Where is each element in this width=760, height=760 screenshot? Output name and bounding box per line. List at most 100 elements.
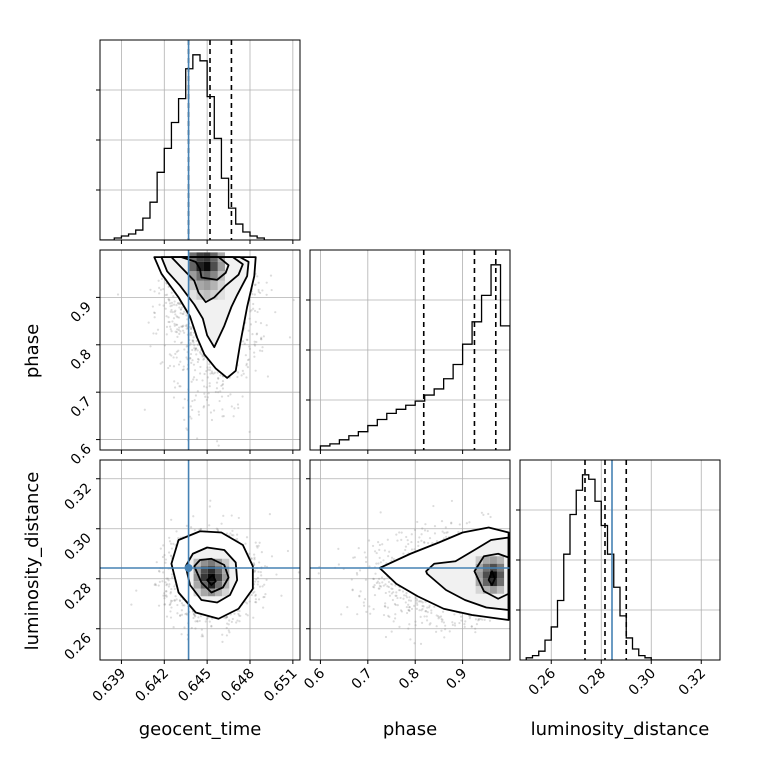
density-cell: [207, 558, 215, 567]
scatter-point: [468, 617, 471, 620]
scatter-point: [196, 343, 199, 347]
scatter-point: [404, 601, 407, 604]
scatter-point: [180, 613, 184, 616]
scatter-point: [253, 580, 257, 583]
scatter-point: [450, 522, 453, 525]
scatter-point: [390, 587, 393, 590]
scatter-point: [190, 361, 193, 364]
scatter-point: [180, 341, 184, 344]
scatter-point: [210, 371, 214, 375]
scatter-point: [236, 619, 239, 622]
scatter-point: [244, 354, 247, 357]
x-tick-label: 0.7: [349, 666, 376, 693]
scatter-point: [417, 600, 421, 603]
scatter-point: [359, 590, 362, 593]
scatter-point: [196, 390, 199, 393]
scatter-point: [419, 615, 422, 618]
scatter-point: [474, 627, 477, 630]
scatter-point: [254, 601, 258, 604]
scatter-point: [488, 619, 492, 622]
scatter-point: [179, 308, 182, 311]
scatter-point: [363, 597, 367, 601]
scatter-point: [208, 385, 211, 388]
scatter-point: [417, 544, 420, 547]
scatter-point: [201, 355, 204, 358]
scatter-point: [238, 614, 241, 617]
scatter-point: [257, 544, 260, 547]
scatter-point: [153, 316, 156, 319]
scatter-point: [378, 556, 381, 559]
x-tick-label: 0.645: [175, 666, 215, 706]
scatter-point: [253, 590, 256, 593]
scatter-point: [421, 601, 424, 604]
scatter-point: [477, 617, 480, 621]
density-cell: [193, 566, 201, 574]
scatter-point: [242, 340, 245, 343]
scatter-point: [179, 599, 182, 603]
contour-line: [487, 570, 496, 586]
scatter-point: [158, 570, 161, 573]
scatter-point: [224, 616, 227, 620]
scatter-point: [434, 630, 438, 633]
scatter-point: [257, 281, 260, 284]
scatter-point: [199, 615, 203, 618]
scatter-point: [190, 417, 193, 420]
density-cell: [210, 271, 218, 281]
scatter-point: [165, 293, 169, 296]
scatter-point: [390, 592, 393, 595]
scatter-point: [402, 597, 405, 600]
scatter-point: [205, 386, 208, 389]
scatter-point: [237, 612, 240, 616]
scatter-point: [407, 542, 410, 546]
density-cell: [215, 581, 223, 589]
scatter-point: [169, 591, 172, 594]
joint-phase-vs-luminosity-distance: 0.6 0.7 0.8 0.9: [301, 459, 511, 693]
scatter-point: [351, 589, 354, 592]
density-cell: [193, 588, 201, 597]
scatter-point: [405, 605, 408, 609]
scatter-point: [202, 358, 205, 361]
scatter-point: [422, 605, 425, 608]
scatter-point: [165, 325, 169, 328]
scatter-point: [367, 539, 371, 542]
scatter-point: [155, 561, 158, 564]
density-cell: [189, 271, 197, 281]
scatter-point: [426, 611, 429, 614]
scatter-point: [424, 523, 427, 526]
scatter-point: [173, 303, 176, 306]
scatter-point: [171, 599, 174, 603]
scatter-point: [351, 588, 354, 591]
scatter-point: [229, 532, 232, 535]
y-tick-label: 0.7: [68, 394, 95, 421]
scatter-point: [173, 587, 176, 591]
scatter-point: [209, 372, 212, 375]
scatter-point: [194, 394, 198, 397]
scatter-point: [259, 337, 263, 341]
scatter-point: [450, 521, 453, 524]
scatter-point: [350, 578, 353, 581]
scatter-point: [480, 511, 484, 514]
scatter-point: [489, 515, 492, 519]
xlabel-luminosity-distance: luminosity_distance: [531, 719, 710, 740]
scatter-point: [253, 283, 257, 287]
scatter-point: [395, 591, 398, 594]
axes-frame: [99, 249, 301, 451]
scatter-point: [173, 324, 176, 327]
scatter-point: [197, 358, 200, 361]
scatter-point: [388, 594, 392, 597]
hist-step-line: [319, 264, 510, 450]
scatter-point: [254, 283, 257, 286]
scatter-point: [195, 378, 198, 381]
scatter-point: [237, 516, 240, 520]
density-cell: [489, 586, 497, 594]
scatter-point: [216, 528, 219, 531]
scatter-point: [181, 312, 184, 315]
scatter-point: [404, 548, 407, 552]
scatter-point: [170, 555, 173, 558]
scatter-point: [246, 366, 250, 369]
scatter-point: [256, 583, 259, 586]
scatter-point: [375, 562, 378, 565]
scatter-point: [212, 409, 216, 412]
scatter-point: [193, 369, 197, 372]
scatter-point: [460, 615, 463, 618]
